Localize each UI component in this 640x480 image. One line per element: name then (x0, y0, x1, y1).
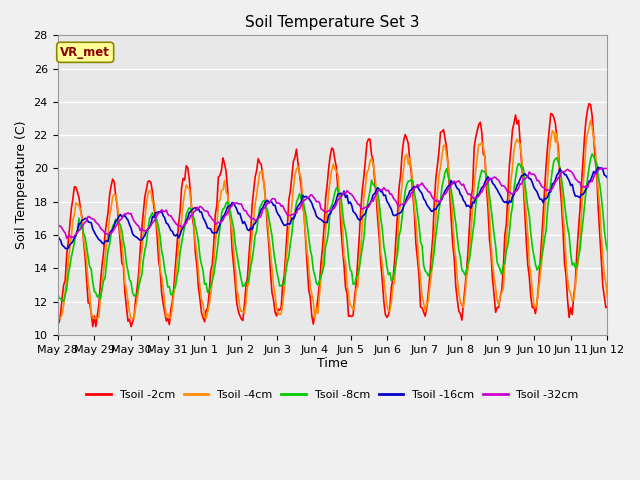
Tsoil -4cm (218, 188, 225, 193)
Tsoil -2cm (585, 101, 593, 107)
Tsoil -2cm (575, 228, 582, 234)
Tsoil -16cm (296, 201, 303, 207)
Tsoil -2cm (219, 155, 227, 161)
Tsoil -8cm (237, 277, 245, 283)
Line: Tsoil -8cm: Tsoil -8cm (58, 154, 607, 301)
Legend: Tsoil -2cm, Tsoil -4cm, Tsoil -8cm, Tsoil -16cm, Tsoil -32cm: Tsoil -2cm, Tsoil -4cm, Tsoil -8cm, Tsoi… (82, 385, 583, 404)
Tsoil -8cm (296, 191, 303, 197)
Tsoil -8cm (219, 206, 227, 212)
Line: Tsoil -32cm: Tsoil -32cm (58, 168, 607, 239)
Tsoil -8cm (588, 151, 596, 157)
Tsoil -16cm (123, 216, 131, 221)
Tsoil -2cm (246, 232, 254, 238)
Tsoil -32cm (237, 201, 245, 207)
Tsoil -2cm (237, 316, 245, 322)
Line: Tsoil -4cm: Tsoil -4cm (58, 120, 607, 318)
Tsoil -32cm (604, 166, 611, 171)
Tsoil -4cm (604, 295, 611, 300)
Tsoil -4cm (587, 118, 595, 123)
Tsoil -2cm (92, 324, 100, 329)
Text: VR_met: VR_met (60, 46, 110, 59)
Tsoil -32cm (123, 211, 131, 217)
Tsoil -4cm (54, 315, 61, 321)
Tsoil -32cm (219, 217, 227, 223)
Line: Tsoil -2cm: Tsoil -2cm (58, 104, 607, 326)
Tsoil -32cm (598, 166, 605, 171)
Tsoil -32cm (296, 206, 303, 212)
Tsoil -16cm (63, 246, 70, 252)
Tsoil -16cm (246, 225, 254, 231)
Tsoil -32cm (246, 215, 254, 220)
Tsoil -2cm (604, 304, 611, 310)
Tsoil -8cm (60, 299, 67, 304)
Tsoil -2cm (123, 304, 131, 310)
Tsoil -8cm (604, 248, 611, 254)
Tsoil -4cm (245, 280, 253, 286)
Tsoil -8cm (575, 254, 582, 260)
Title: Soil Temperature Set 3: Soil Temperature Set 3 (245, 15, 420, 30)
Tsoil -8cm (54, 289, 61, 295)
Tsoil -4cm (121, 280, 129, 286)
Tsoil -4cm (294, 164, 302, 169)
Y-axis label: Soil Temperature (C): Soil Temperature (C) (15, 121, 28, 250)
Tsoil -16cm (54, 232, 61, 238)
Tsoil -2cm (54, 316, 61, 322)
X-axis label: Time: Time (317, 358, 348, 371)
Tsoil -4cm (236, 304, 244, 310)
Tsoil -16cm (595, 164, 602, 170)
Tsoil -32cm (63, 236, 70, 241)
Tsoil -16cm (219, 214, 227, 219)
Tsoil -8cm (123, 261, 131, 267)
Tsoil -16cm (237, 216, 245, 222)
Tsoil -2cm (296, 171, 303, 177)
Line: Tsoil -16cm: Tsoil -16cm (58, 167, 607, 249)
Tsoil -32cm (54, 220, 61, 226)
Tsoil -32cm (575, 179, 582, 185)
Tsoil -4cm (573, 268, 580, 274)
Tsoil -16cm (575, 194, 582, 200)
Tsoil -16cm (604, 175, 611, 181)
Tsoil -8cm (246, 264, 254, 270)
